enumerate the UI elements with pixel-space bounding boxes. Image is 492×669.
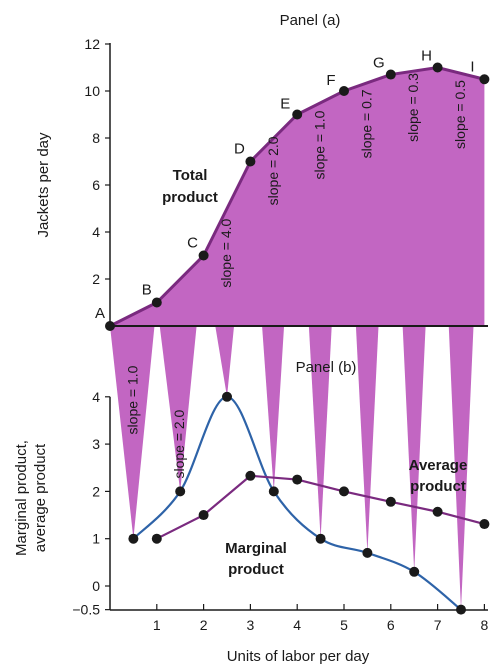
marginal-product-curve — [132, 395, 462, 611]
total-product-label-line2: product — [162, 189, 218, 206]
slope-label-7: slope = 0.3 — [405, 73, 421, 142]
marginal-product-point-1 — [128, 533, 139, 544]
total-product-point-H — [432, 62, 443, 73]
panel-b-x-tick-label: 3 — [247, 617, 255, 633]
slope-wedge-1 — [110, 302, 157, 539]
point-label-A: A — [95, 305, 105, 322]
panel-b-x-tick-label: 1 — [153, 617, 161, 633]
average-product-point-1 — [151, 533, 162, 544]
panel-a-y-tick-label: 10 — [84, 83, 100, 99]
panel-b-x-tick-label: 4 — [293, 617, 301, 633]
panel-b-y-tick-label: −0.5 — [72, 602, 100, 618]
panel-a-y-tick-label: 8 — [92, 130, 100, 146]
total-product-point-B — [151, 297, 162, 308]
average-product-point-3 — [245, 470, 256, 481]
total-product-point-C — [198, 250, 209, 261]
average-product-point-5 — [339, 486, 349, 497]
average-product-point-7 — [432, 506, 443, 517]
panel-b-axes: −0.5 0 1 2 3 4 1 2 3 4 5 6 7 8 — [72, 389, 488, 633]
panel-b-x-tick-label: 2 — [200, 617, 208, 633]
point-label-G: G — [373, 55, 385, 72]
slope-label-4: slope = 2.0 — [265, 136, 281, 205]
slope-label-2: slope = 2.0 — [171, 409, 187, 478]
panel-b-x-tick-label: 5 — [340, 617, 348, 633]
point-label-I: I — [470, 58, 474, 75]
total-product-point-D — [245, 156, 256, 167]
point-label-C: C — [187, 235, 198, 252]
panel-b-y-axis-title-line2: average product — [32, 443, 49, 552]
marginal-product-point-2 — [175, 486, 186, 497]
panel-a-y-tick-label: 2 — [92, 271, 100, 287]
average-product-point-2 — [198, 510, 209, 521]
point-label-D: D — [234, 141, 245, 158]
slope-label-6: slope = 0.7 — [358, 89, 374, 158]
panel-a-title: Panel (a) — [280, 12, 341, 29]
panel-a-y-tick-label: 12 — [84, 36, 100, 52]
panel-a-y-axis-title: Jackets per day — [35, 132, 52, 238]
text-labels: Panel (a) Jackets per day Panel (b) Units o… — [13, 12, 474, 665]
marginal-product-point-4 — [268, 486, 279, 497]
slope-wedges — [110, 67, 485, 610]
average-product-label-line2: product — [410, 478, 466, 495]
point-label-E: E — [280, 96, 290, 113]
slope-label-1: slope = 1.0 — [124, 365, 140, 434]
total-product-point-E — [292, 109, 303, 120]
panel-b-x-tick-label: 6 — [387, 617, 395, 633]
panel-b-title: Panel (b) — [296, 359, 357, 376]
total-product-point-I — [479, 74, 490, 85]
panel-b-x-tick-label: 8 — [481, 617, 489, 633]
average-product-point-4 — [292, 474, 303, 485]
marginal-product-point-5 — [315, 533, 326, 544]
total-product-point-F — [339, 86, 349, 96]
slope-label-5: slope = 1.0 — [312, 110, 328, 179]
point-label-B: B — [142, 282, 152, 299]
panel-b-y-tick-label: 0 — [92, 578, 100, 594]
point-label-F: F — [326, 72, 335, 89]
panel-b-y-tick-label: 4 — [92, 389, 100, 405]
panel-a-axes: 2 4 6 8 10 12 — [84, 36, 488, 327]
average-product-curve — [156, 474, 485, 540]
marginal-product-point-6 — [362, 547, 373, 558]
average-product-label-line1: Average — [409, 457, 468, 474]
panel-a-y-tick-label: 4 — [92, 224, 100, 240]
total-product-label-line1: Total — [173, 167, 208, 184]
data-points — [105, 62, 490, 615]
average-product-point-6 — [385, 496, 396, 507]
marginal-product-point-3 — [222, 391, 232, 402]
panel-b-y-tick-label: 1 — [92, 531, 100, 547]
marginal-product-label-line2: product — [228, 561, 284, 578]
panel-b-y-axis-title-line1: Marginal product, — [13, 440, 30, 556]
panel-b-x-axis-title: Units of labor per day — [227, 648, 370, 665]
average-product-point-8 — [479, 519, 490, 530]
total-product-point-A — [105, 321, 115, 331]
total-product-point-G — [385, 69, 396, 80]
panel-b-y-tick-label: 3 — [92, 436, 100, 452]
panel-b-x-tick-label: 7 — [434, 617, 442, 633]
panel-b-y-tick-label: 2 — [92, 483, 100, 499]
marginal-product-label-line1: Marginal — [225, 540, 287, 557]
slope-label-8: slope = 0.5 — [452, 80, 468, 149]
panel-a-y-tick-label: 6 — [92, 177, 100, 193]
marginal-product-point-7 — [409, 566, 420, 577]
slope-label-3: slope = 4.0 — [218, 218, 234, 287]
marginal-product-point-8 — [456, 604, 466, 615]
total-product-area — [110, 67, 485, 326]
point-label-H: H — [421, 48, 432, 65]
